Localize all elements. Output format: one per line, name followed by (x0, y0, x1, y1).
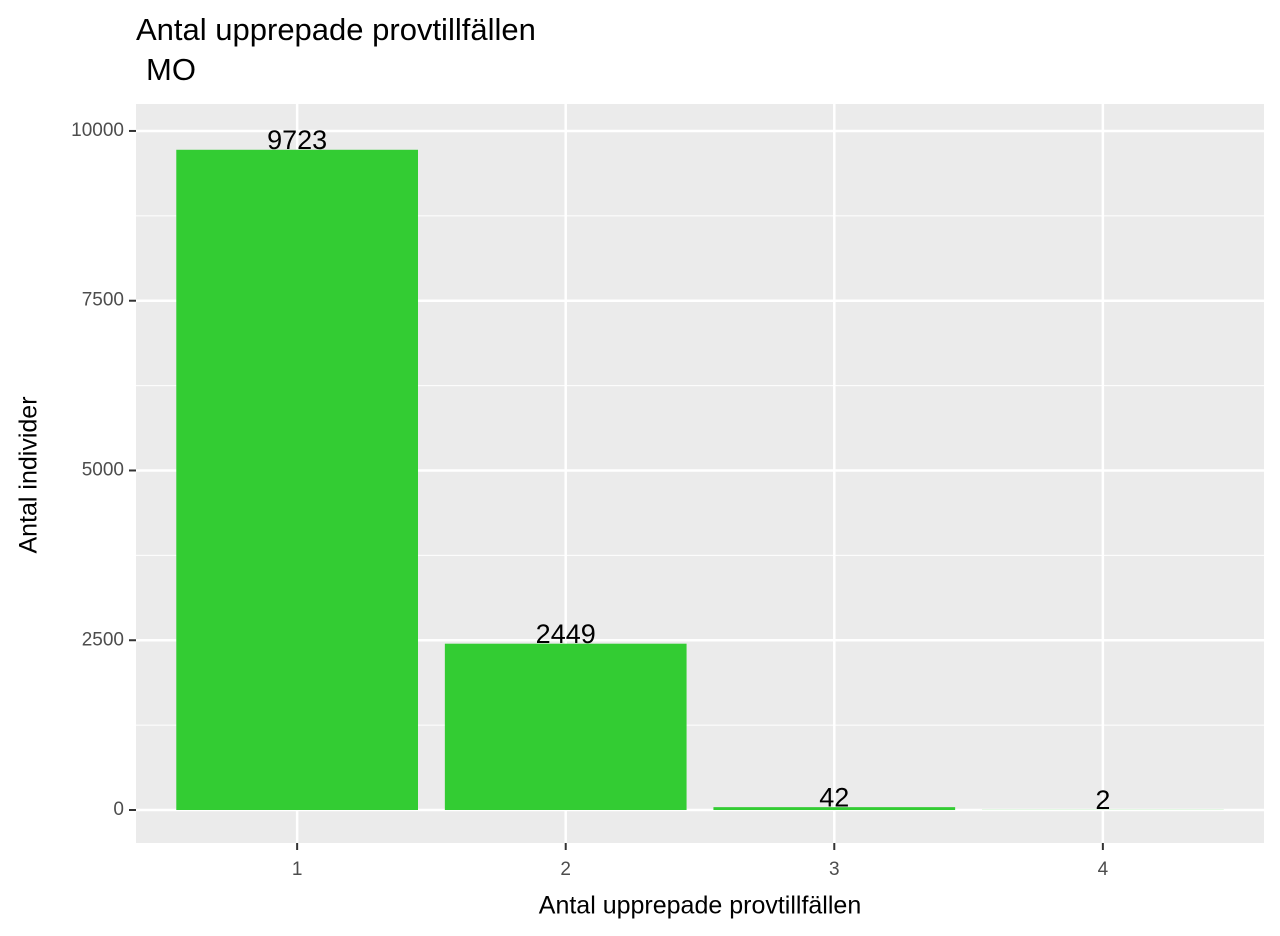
bar (444, 643, 687, 810)
bar (713, 807, 956, 810)
data-label: 2449 (536, 619, 596, 649)
chart-subtitle: MO (146, 52, 196, 87)
y-tick-label: 10000 (71, 120, 124, 141)
x-tick-label: 2 (560, 859, 571, 880)
x-tick-label: 4 (1098, 859, 1109, 880)
x-tick-label: 3 (829, 859, 840, 880)
data-label: 42 (819, 782, 849, 812)
bar (176, 149, 418, 810)
x-axis-title: Antal upprepade provtillfällen (539, 892, 861, 920)
y-tick-label: 7500 (82, 290, 124, 311)
x-tick-label: 1 (292, 859, 303, 880)
y-axis-title: Antal individer (15, 396, 43, 553)
y-tick-label: 2500 (82, 629, 124, 650)
y-tick-label: 0 (113, 799, 124, 820)
data-label: 2 (1095, 785, 1110, 815)
y-tick-label: 5000 (82, 459, 124, 480)
chart-title: Antal upprepade provtillfällen (136, 12, 536, 47)
data-label: 9723 (267, 125, 327, 155)
